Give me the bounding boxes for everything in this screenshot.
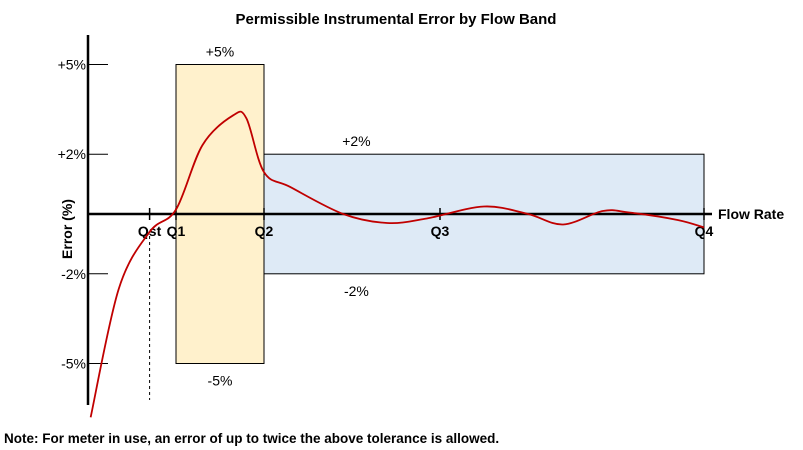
y-tick-label: -5% [61,356,86,372]
footnote: Note: For meter in use, an error of up t… [4,431,499,446]
band-lower-label: -5% [208,373,233,389]
y-ticks: +5% +2% -2% -5% [58,57,108,372]
series-group [89,110,705,418]
band-lower-label: -2% [344,283,369,299]
x-marker-label: Q3 [431,223,450,239]
x-axis-label: Flow Rate [718,206,784,222]
y-tick-label: -2% [61,266,86,282]
x-markers: Qst Q1 Q2 Q3 Q4 [138,208,714,239]
x-marker-label: Q1 [167,223,186,239]
band-upper-label: +5% [206,44,234,60]
y-tick-label: +5% [58,57,86,73]
x-marker-label: Q2 [255,223,274,239]
chart-title: Permissible Instrumental Error by Flow B… [236,11,557,28]
band-upper-label: +2% [342,133,370,149]
error-curve [89,110,705,418]
y-axis-label: Error (%) [59,199,75,259]
x-marker-label: Q4 [695,223,714,239]
y-tick-label: +2% [58,146,86,162]
